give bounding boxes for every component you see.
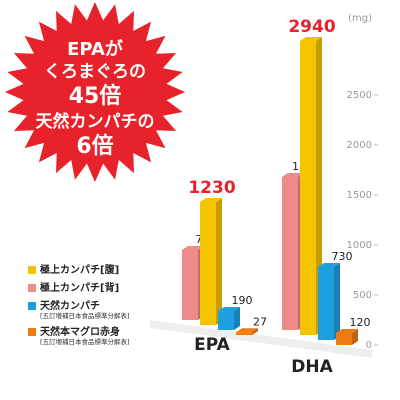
bar-top: [200, 198, 222, 202]
unit-label: (mg): [348, 13, 372, 24]
legend-note: [五訂増補日本食品標準分解表]: [40, 311, 130, 320]
bar: [182, 250, 198, 320]
bar: [236, 332, 252, 335]
legend-label: 天然本マグロ赤身: [40, 325, 120, 338]
value-label: 120: [350, 316, 371, 329]
annotation: EPAが: [67, 38, 123, 60]
bar-top: [318, 263, 340, 267]
bar: [200, 202, 216, 325]
bar-side: [352, 329, 358, 345]
legend-note: [五訂増補日本食品標準分解表]: [40, 337, 130, 346]
bar-side: [234, 307, 240, 330]
bar: [282, 177, 298, 330]
legend-swatch: [28, 284, 36, 292]
x-tick-label: DHA: [291, 357, 333, 377]
annotation: 6倍: [76, 133, 113, 159]
bar-top: [282, 173, 304, 177]
legend-swatch: [28, 302, 36, 310]
starburst: [5, 2, 185, 182]
y-tick-label: 2500: [347, 90, 372, 101]
legend-label: 天然カンパチ: [40, 299, 100, 312]
annotation: くろまぐろの: [44, 62, 146, 82]
value-label: 1230: [188, 178, 235, 198]
bar-side: [216, 198, 222, 325]
bar-top: [218, 307, 240, 311]
value-label: 2940: [288, 17, 335, 37]
bar-side: [334, 263, 340, 340]
bar-top: [336, 329, 358, 333]
bar-top: [236, 328, 258, 333]
y-tick-label: 0: [366, 340, 372, 351]
x-tick-label: EPA: [194, 335, 231, 355]
value-label: 730: [332, 250, 353, 263]
bar: [300, 41, 316, 335]
y-tick-label: 1500: [347, 190, 372, 201]
y-tick-label: 1000: [347, 240, 372, 251]
floor: [150, 320, 372, 358]
y-tick-label: 2000: [347, 140, 372, 151]
value-label: 190: [232, 294, 253, 307]
bar-side: [252, 328, 258, 335]
y-tick-label: 500: [353, 290, 372, 301]
annotation: 45倍: [69, 83, 122, 109]
bar-top: [182, 246, 204, 250]
annotation: 天然カンパチの: [36, 111, 155, 132]
legend-label: 極上カンパチ[腹]: [40, 263, 119, 276]
value-label: 27: [253, 315, 267, 328]
legend-label: 極上カンパチ[背]: [40, 281, 119, 294]
bar-side: [316, 37, 322, 335]
bar: [336, 333, 352, 345]
bar-top: [300, 37, 322, 41]
legend-swatch: [28, 328, 36, 336]
bar: [218, 311, 234, 330]
bar: [318, 267, 334, 340]
legend-swatch: [28, 266, 36, 274]
